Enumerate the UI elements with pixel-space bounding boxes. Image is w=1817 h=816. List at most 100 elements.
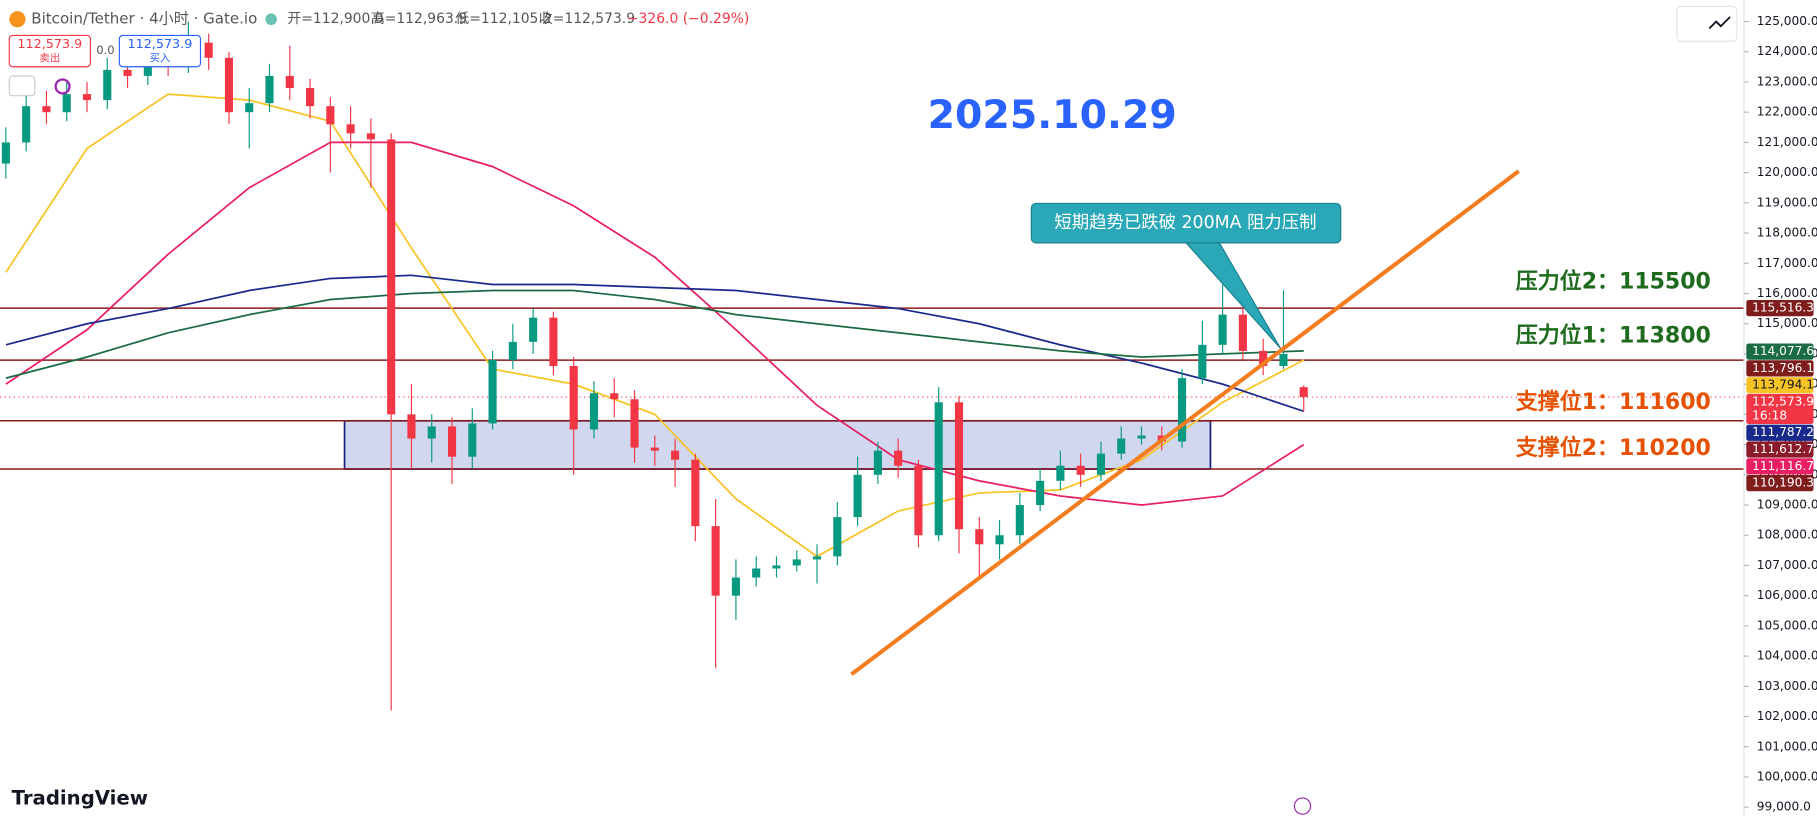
candle-body — [508, 341, 517, 360]
chart-title: 2025.10.29 — [928, 92, 1177, 138]
candle-body — [671, 450, 680, 460]
candle-body — [894, 450, 903, 466]
price-tag — [1746, 475, 1814, 492]
candle-body — [387, 139, 396, 415]
candle-body — [812, 556, 822, 560]
candle-body — [1218, 314, 1227, 345]
candle-body — [42, 106, 51, 113]
sell-price: 112,573.9 — [17, 37, 82, 52]
price-tag — [1746, 343, 1814, 360]
sync-icon[interactable] — [54, 78, 71, 95]
candle-body — [873, 450, 882, 475]
ohlc-high: 高=112,963.9 — [371, 10, 467, 27]
buy-button[interactable] — [118, 34, 202, 68]
candle-body — [1198, 344, 1207, 379]
brand: TradingView — [12, 787, 148, 810]
candle-body — [1279, 353, 1288, 367]
candle-body — [245, 103, 254, 113]
event-icon[interactable] — [1293, 797, 1312, 815]
candle-body — [934, 402, 943, 536]
moving-average — [5, 274, 1305, 413]
y-tick-label: 123,000.0 — [1757, 74, 1817, 88]
price-tag — [1746, 424, 1814, 441]
candle-body — [285, 75, 294, 89]
collapse-button[interactable] — [8, 75, 36, 97]
ohlc-change: −326.0 (−0.29%) — [627, 11, 749, 27]
candle-body — [954, 402, 964, 530]
candle-body — [366, 133, 375, 140]
y-tick-label: 103,000.0 — [1757, 679, 1817, 693]
candle-body — [326, 106, 335, 125]
price-tag-label: 113,796.1 — [1752, 361, 1814, 375]
price-tag — [1746, 393, 1814, 425]
price-tag — [1746, 300, 1814, 317]
candle-body — [853, 474, 862, 518]
candle-body — [914, 465, 923, 536]
candle-body — [1, 142, 10, 164]
coin-icon — [9, 11, 26, 28]
y-tick-label: 117,000.0 — [1757, 256, 1817, 270]
price-tag-label: 113,794.1 — [1752, 378, 1814, 392]
candle-body — [488, 359, 497, 424]
toolbar-button[interactable] — [1676, 5, 1738, 42]
price-tag-label: 111,612.7 — [1752, 442, 1814, 456]
support-zone — [343, 419, 1212, 470]
y-tick-label: 122,000.0 — [1757, 105, 1817, 119]
price-tag-label: 114,077.6 — [1752, 344, 1814, 358]
candle-body — [306, 88, 315, 107]
candle-body — [711, 526, 720, 596]
ohlc-open: 开=112,900.0 — [287, 11, 383, 27]
countdown: 16:18 — [1752, 408, 1787, 422]
candle-body — [447, 426, 457, 457]
candle-body — [1117, 438, 1126, 454]
y-tick-label: 116,000.0 — [1757, 286, 1817, 300]
level-label: 压力位2：115500 — [1516, 268, 1711, 294]
level-label: 支撑位2：110200 — [1516, 435, 1711, 461]
candle-body — [975, 529, 984, 545]
candle-body — [752, 568, 761, 578]
price-tag-label: 111,787.2 — [1752, 425, 1814, 439]
level-label: 支撑位1：111600 — [1516, 389, 1711, 415]
level-label: 压力位1：113800 — [1516, 323, 1711, 349]
candle-body — [1096, 453, 1106, 475]
candle-body — [589, 393, 599, 430]
candle-body — [468, 423, 477, 457]
y-tick-label: 125,000.0 — [1757, 14, 1817, 28]
candle-body — [995, 535, 1004, 545]
y-tick-label: 105,000.0 — [1757, 618, 1817, 632]
y-tick-label: 107,000.0 — [1757, 558, 1817, 572]
candle-body — [731, 577, 740, 596]
buy-price: 112,573.9 — [128, 37, 193, 52]
price-tag — [1746, 377, 1814, 394]
candle-body — [22, 106, 31, 143]
price-tag — [1746, 458, 1814, 475]
moving-average — [5, 93, 1305, 558]
ohlc-low: 低=112,105.2 — [455, 11, 551, 27]
candle-body — [1137, 435, 1146, 439]
y-tick-label: 115,000.0 — [1757, 316, 1817, 330]
candle-body — [529, 317, 538, 342]
sell-button[interactable] — [8, 34, 91, 68]
sell-label: 卖出 — [39, 52, 60, 65]
candle-body — [1036, 480, 1045, 506]
y-tick-label: 104,000.0 — [1757, 649, 1817, 663]
symbol: Bitcoin/Tether · 4小时 · Gate.io — [31, 10, 257, 28]
status-dot — [265, 13, 277, 26]
price-tag — [1746, 360, 1814, 377]
candle-body — [1299, 387, 1308, 398]
trendline — [850, 169, 1520, 676]
price-tag-label: 115,516.3 — [1752, 301, 1814, 315]
candle-body — [1259, 350, 1268, 367]
y-tick-label: 99,000.0 — [1757, 800, 1811, 814]
candle-body — [407, 414, 416, 439]
toolbar-icon — [1708, 16, 1731, 30]
y-tick-label: 108,000.0 — [1757, 528, 1817, 542]
candle-body — [123, 69, 132, 76]
candle-body — [1056, 465, 1065, 481]
y-tick-label: 124,000.0 — [1757, 44, 1817, 58]
candle-body — [833, 517, 842, 557]
candle-body — [691, 459, 700, 527]
header: Bitcoin/Tether · 4小时 · Gate.io 开=112,900… — [8, 10, 749, 97]
y-tick-label: 118,000.0 — [1757, 226, 1817, 240]
